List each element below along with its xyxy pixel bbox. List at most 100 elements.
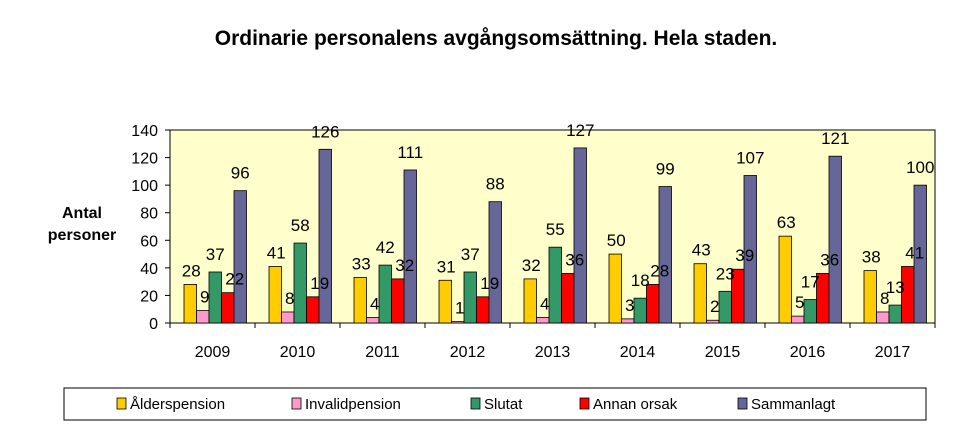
x-tick-label: 2015 [705,344,741,361]
bar [621,318,635,324]
bar [438,279,452,324]
data-label: 36 [565,250,584,269]
legend-swatch [579,397,590,410]
bar [718,290,732,324]
bar [268,266,282,324]
legend-label: Ålderspension [130,396,225,413]
bar [196,310,210,324]
legend-swatch [470,397,481,410]
data-label: 100 [906,158,934,177]
bar [463,271,477,324]
x-tick-label: 2012 [450,344,486,361]
bar [633,297,647,324]
legend-label: Annan orsak [593,396,678,413]
y-tick-label: 0 [149,316,158,333]
bar [548,246,562,324]
data-label: 107 [736,148,764,167]
legend-swatch [737,397,748,410]
data-label: 22 [225,270,244,289]
bar [523,278,537,324]
bar [658,186,672,324]
data-label: 111 [397,143,423,162]
data-label: 127 [566,121,594,140]
x-tick-label: 2010 [280,344,316,361]
bar [863,270,877,324]
data-label: 1 [455,299,464,318]
y-tick-label: 140 [131,123,158,140]
data-label: 99 [656,160,675,179]
bar [536,317,550,324]
bar [208,271,222,324]
bar [366,317,380,324]
bars [183,147,927,324]
bar [888,304,902,324]
data-label: 8 [880,289,889,308]
data-label: 121 [821,129,849,148]
bar [318,148,332,324]
data-label: 96 [231,164,250,183]
legend: Ålderspension Invalidpension Slutat Annan o… [63,387,927,421]
data-label: 43 [692,241,711,260]
data-label: 28 [650,261,669,280]
bar [378,264,392,324]
bar [488,201,502,324]
data-label: 28 [182,261,201,280]
bar [646,283,660,324]
legend-swatch [116,397,127,410]
chart-title: Ordinarie personalens avgångsomsättning.… [215,27,778,50]
data-label: 42 [376,238,395,257]
data-label: 58 [291,216,310,235]
bar [221,292,235,324]
x-tick-label: 2013 [535,344,571,361]
y-tick-label: 60 [140,233,158,250]
data-label: 23 [716,264,735,283]
data-label: 33 [352,255,371,274]
x-tick-label: 2016 [790,344,826,361]
bar [293,242,307,324]
y-axis: 0 20 40 60 80 100 120 140 [131,123,170,333]
data-label: 88 [486,175,505,194]
bar [803,299,817,324]
bar [828,155,842,324]
bar [403,169,417,324]
bar [281,311,295,324]
data-label: 50 [607,231,626,250]
data-label: 5 [795,293,804,312]
legend-box [63,387,927,421]
y-axis-label-line: Antal [62,205,102,222]
data-label: 19 [310,274,329,293]
bar [791,315,805,324]
legend-swatch [291,397,302,410]
y-tick-label: 80 [140,206,158,223]
data-label: 37 [461,245,480,264]
data-label: 41 [905,243,924,262]
legend-label: Slutat [484,396,523,413]
bar [391,278,405,324]
bar [876,311,890,324]
legend-label: Invalidpension [305,396,401,413]
bar [608,253,622,324]
bar [778,235,792,324]
data-label: 3 [625,296,634,315]
data-label: 2 [710,297,719,316]
legend-label: Sammanlagt [751,396,836,413]
data-label: 63 [777,213,796,232]
data-label: 4 [370,294,379,313]
y-axis-label: Antal personer [48,205,116,244]
bar [183,283,197,324]
x-axis: 2009 2010 2011 2012 2013 2014 2015 2016 2017 [169,323,936,361]
data-labels: 2893722964185819126334423211131137198832… [182,121,935,318]
data-label: 39 [735,246,754,265]
data-label: 55 [546,220,565,239]
bar [476,296,490,324]
y-axis-label-line: personer [48,227,116,244]
data-label: 32 [395,256,414,275]
data-label: 36 [820,250,839,269]
bar [353,277,367,324]
y-tick-label: 120 [131,151,158,168]
data-label: 9 [200,288,209,307]
bar [233,190,247,324]
bar [706,319,720,324]
data-label: 31 [437,257,456,276]
